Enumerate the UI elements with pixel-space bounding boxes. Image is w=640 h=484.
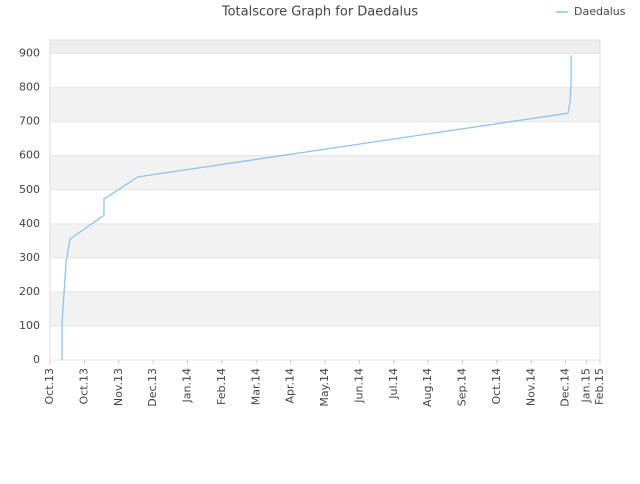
y-tick-label: 0 [33, 353, 40, 366]
x-tick-label: Dec.14 [559, 368, 572, 407]
x-tick-label: Nov.14 [524, 368, 537, 406]
x-tick-label: Sep.14 [456, 368, 469, 406]
x-tick-label: Jan.15 [579, 368, 592, 403]
x-tick-label: Nov.13 [112, 368, 125, 406]
x-tick-label: Feb.14 [215, 368, 228, 405]
y-tick-label: 400 [19, 217, 40, 230]
x-tick-label: Apr.14 [284, 368, 297, 404]
x-tick-label: Oct.13 [43, 368, 56, 405]
x-tick-label: May.14 [318, 368, 331, 407]
x-tick-label: Jul.14 [387, 368, 400, 400]
x-tick-label: Feb.15 [593, 368, 606, 405]
legend-label: Daedalus [574, 5, 626, 18]
series-line [61, 55, 572, 360]
x-tick-label: Oct.13 [77, 368, 90, 405]
x-tick-label: Jan.14 [181, 368, 194, 403]
x-tick-label: Mar.14 [249, 368, 262, 405]
band [50, 40, 600, 54]
y-tick-label: 500 [19, 183, 40, 196]
x-tick-label: Dec.13 [146, 368, 159, 407]
x-tick-label: Aug.14 [421, 368, 434, 407]
band [50, 155, 600, 190]
y-tick-label: 700 [19, 115, 40, 128]
x-tick-label: Oct.14 [490, 368, 503, 405]
band [50, 87, 600, 122]
y-tick-label: 900 [19, 47, 40, 60]
y-tick-label: 800 [19, 81, 40, 94]
chart-title: Totalscore Graph for Daedalus [221, 5, 418, 20]
band [50, 291, 600, 326]
y-tick-label: 200 [19, 285, 40, 298]
y-tick-label: 600 [19, 149, 40, 162]
y-tick-label: 100 [19, 319, 40, 332]
band [50, 223, 600, 258]
x-tick-label: Jun.14 [352, 368, 365, 404]
y-tick-label: 300 [19, 251, 40, 264]
